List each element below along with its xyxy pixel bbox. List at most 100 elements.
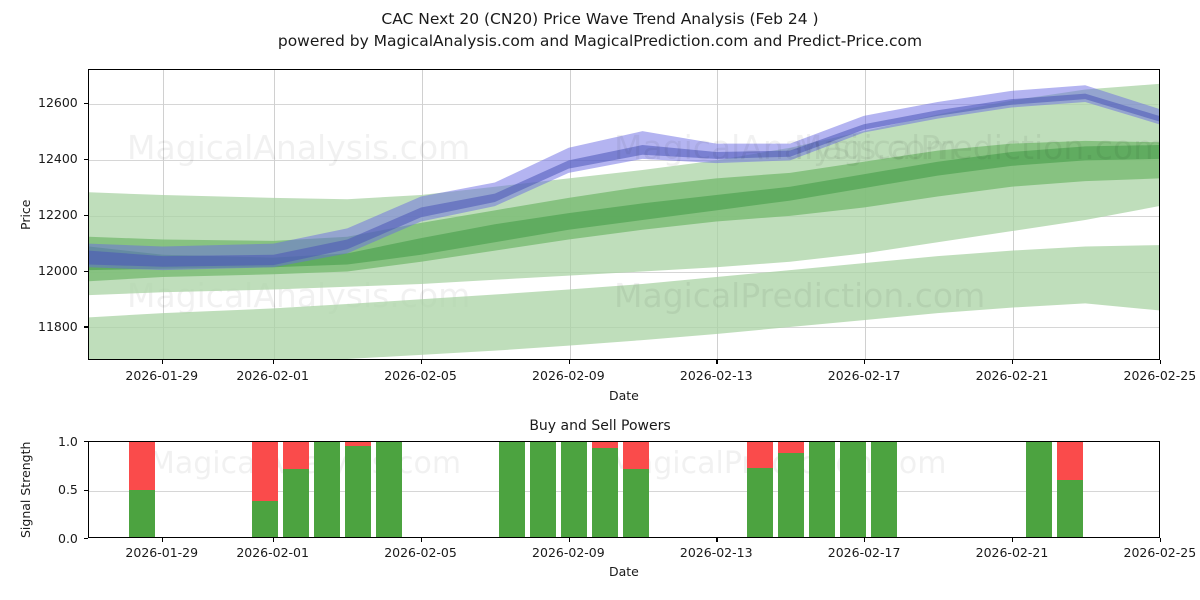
signal-x-tick-mark <box>1160 538 1162 542</box>
price-band-inner-green-dark <box>89 145 1159 271</box>
signal-x-tick-label: 2026-02-25 <box>1123 545 1197 560</box>
price-y-tick-label: 12200 <box>38 207 78 222</box>
signal-x-axis-title: Date <box>609 564 639 579</box>
signal-y-tick-mark <box>84 441 88 443</box>
signal-bar-sell-segment <box>129 442 155 490</box>
signal-x-tick-mark <box>420 538 422 542</box>
price-x-tick-mark <box>272 360 274 364</box>
title-main: CAC Next 20 (CN20) Price Wave Trend Anal… <box>381 10 819 28</box>
page-title: CAC Next 20 (CN20) Price Wave Trend Anal… <box>0 8 1200 52</box>
signal-bar-sell-segment <box>252 442 278 501</box>
price-band-outer-green-lower <box>89 245 1159 359</box>
signal-bar <box>623 442 649 537</box>
signal-bar <box>530 442 556 537</box>
signal-y-tick-mark <box>84 538 88 540</box>
signal-bar-buy-segment <box>499 442 525 537</box>
signal-bar-buy-segment <box>840 442 866 537</box>
signal-bar-buy-segment <box>345 445 371 537</box>
price-x-tick-label: 2026-02-13 <box>679 368 753 383</box>
signal-bar <box>840 442 866 537</box>
price-x-tick-label: 2026-02-09 <box>532 368 605 383</box>
signal-bar-buy-segment <box>871 442 897 537</box>
price-y-tick-mark <box>84 214 88 216</box>
signal-bar-buy-segment <box>561 442 587 537</box>
signal-bar-buy-segment <box>778 453 804 537</box>
signal-x-tick-label: 2026-01-29 <box>125 545 199 560</box>
signal-bar <box>592 442 618 537</box>
signal-bar-buy-segment <box>592 447 618 537</box>
signal-bar <box>129 442 155 537</box>
signal-x-tick-mark <box>1012 538 1014 542</box>
signal-bar-buy-segment <box>1057 480 1083 537</box>
signal-bar <box>376 442 402 537</box>
price-y-tick-mark <box>84 158 88 160</box>
price-wave-bands <box>89 83 1159 359</box>
signal-bar <box>1026 442 1052 537</box>
signal-bar-sell-segment <box>1057 442 1083 480</box>
signal-y-tick-label: 0.0 <box>58 530 78 546</box>
signal-bar-sell-segment <box>592 442 618 448</box>
signal-chart-title: Buy and Sell Powers <box>529 418 671 434</box>
signal-bar-buy-segment <box>623 468 649 537</box>
signal-bar <box>283 442 309 537</box>
signal-x-tick-label: 2026-02-17 <box>827 545 901 560</box>
signal-x-tick-mark <box>864 538 866 542</box>
signal-bar-sell-segment <box>747 442 773 468</box>
signal-x-tick-label: 2026-02-13 <box>679 545 753 560</box>
price-x-tick-mark <box>716 360 718 364</box>
price-y-tick-label: 11800 <box>38 318 78 334</box>
price-y-tick-mark <box>84 270 88 272</box>
signal-chart-panel: MagicalAnalysis.comMagicalPrediction.com <box>88 441 1160 538</box>
signal-bar <box>747 442 773 537</box>
signal-bar <box>561 442 587 537</box>
signal-x-tick-mark <box>272 538 274 542</box>
price-x-axis-title: Date <box>609 388 639 403</box>
signal-x-tick-mark <box>716 538 718 542</box>
signal-y-tick-label: 0.5 <box>58 482 78 497</box>
price-x-tick-mark <box>161 360 164 364</box>
signal-bar-sell-segment <box>345 442 371 446</box>
signal-x-tick-mark <box>161 538 164 542</box>
signal-bar-buy-segment <box>252 500 278 537</box>
signal-bar-buy-segment <box>809 442 835 537</box>
price-x-tick-label: 2026-02-01 <box>236 368 309 383</box>
price-band-blue-wave-upper <box>89 85 1159 271</box>
signal-bar-buy-segment <box>530 442 556 537</box>
price-y-tick-label: 12600 <box>38 95 78 111</box>
signal-bar <box>871 442 897 537</box>
price-y-tick-label: 12400 <box>38 151 78 167</box>
signal-x-tick-label: 2026-02-09 <box>532 545 605 560</box>
signal-bar <box>778 442 804 537</box>
signal-x-tick-label: 2026-02-05 <box>384 545 457 560</box>
signal-bar-buy-segment <box>283 468 309 537</box>
price-x-tick-label: 2026-02-05 <box>384 368 457 383</box>
price-y-tick-label: 12000 <box>38 262 78 278</box>
signal-y-axis-title: Signal Strength <box>18 441 33 538</box>
price-x-tick-mark <box>568 360 570 364</box>
signal-bar <box>499 442 525 537</box>
signal-bar-buy-segment <box>314 442 340 537</box>
signal-x-tick-mark <box>568 538 570 542</box>
signal-y-tick-label: 1.0 <box>58 433 78 449</box>
signal-y-tick-mark <box>84 489 88 491</box>
price-gridline-h <box>89 103 1159 105</box>
price-y-axis-title: Price <box>18 199 33 231</box>
title-subtitle: powered by MagicalAnalysis.com and Magic… <box>277 32 923 50</box>
signal-bar-buy-segment <box>1026 442 1052 537</box>
signal-x-tick-label: 2026-02-01 <box>236 545 309 560</box>
signal-bar <box>314 442 340 537</box>
price-x-tick-mark <box>420 360 422 364</box>
signal-bar-buy-segment <box>376 442 402 537</box>
signal-bar <box>252 442 278 537</box>
price-x-tick-mark <box>864 360 866 364</box>
price-y-tick-mark <box>84 326 88 328</box>
price-x-tick-mark <box>1012 360 1014 364</box>
signal-bar <box>809 442 835 537</box>
signal-bar <box>1057 442 1083 537</box>
signal-x-tick-label: 2026-02-21 <box>975 545 1049 560</box>
signal-bar-sell-segment <box>623 442 649 469</box>
price-x-tick-mark <box>1160 360 1162 364</box>
